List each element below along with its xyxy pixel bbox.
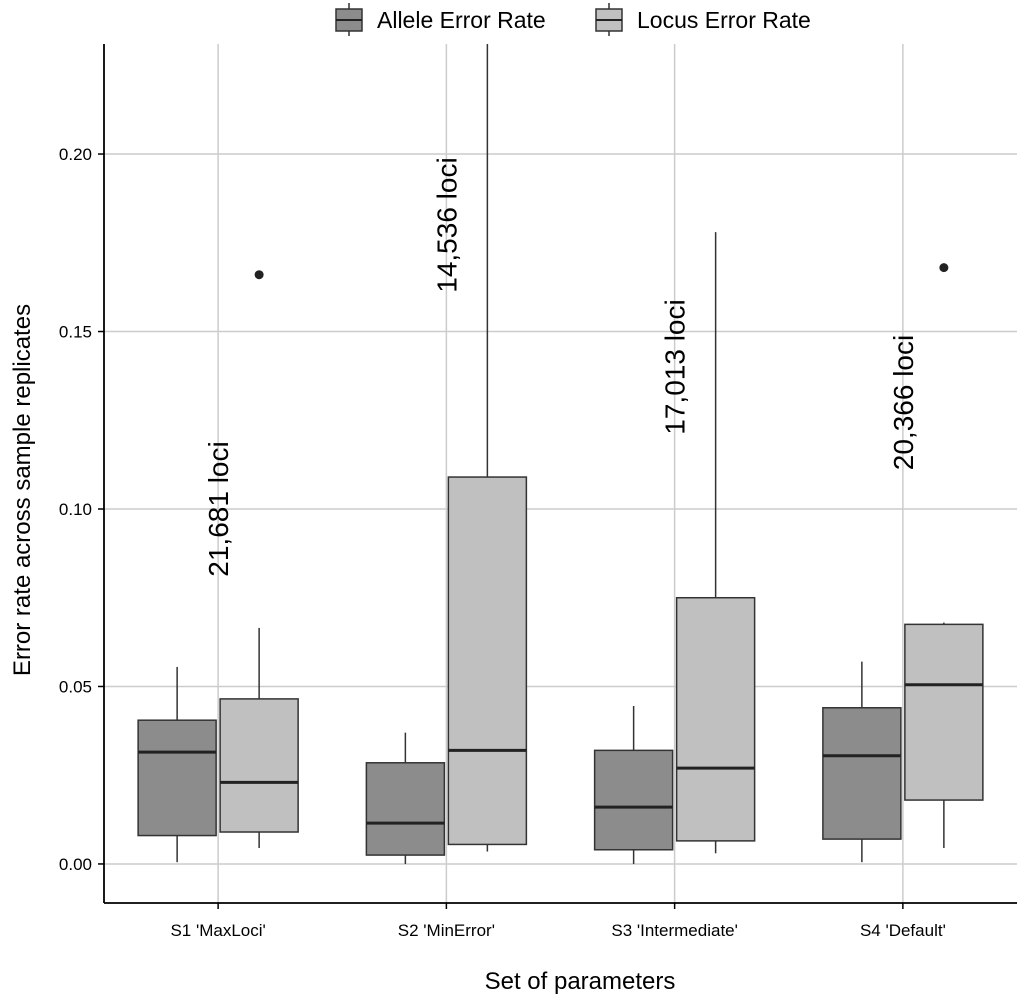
outlier-point-0: [939, 263, 949, 273]
y-tick-label-4: 0.20: [59, 145, 92, 164]
legend: Allele Error Rate Locus Error Rate: [335, 3, 811, 36]
box-body: [822, 707, 902, 840]
y-axis-title: Error rate across sample replicates: [9, 304, 36, 676]
box-body: [219, 698, 299, 833]
box-series: [137, 44, 984, 864]
box-body: [675, 596, 756, 842]
x-tick-label-3: S4 'Default': [860, 921, 946, 940]
box-0-2: [593, 705, 674, 864]
outlier-point-0: [254, 270, 264, 280]
loci-annotation-0: 21,681 loci: [203, 441, 234, 576]
box-body: [904, 623, 984, 801]
box-1-0: [219, 270, 299, 848]
box-1-1: [447, 44, 528, 852]
x-axis-title: Set of parameters: [485, 968, 676, 995]
x-tick-label-2: S3 'Intermediate': [611, 921, 738, 940]
box-body: [365, 762, 446, 856]
box-1-2: [675, 232, 756, 854]
loci-annotation-3: 20,366 loci: [888, 335, 919, 470]
grid-lines: [104, 44, 1017, 903]
x-tick-label-1: S2 'MinError': [398, 921, 495, 940]
loci-annotation-1: 14,536 loci: [431, 157, 462, 292]
box-body: [593, 749, 674, 851]
legend-item-0: Allele Error Rate: [335, 3, 546, 36]
y-tick-label-3: 0.15: [59, 323, 92, 342]
y-tick-label-2: 0.10: [59, 500, 92, 519]
loci-annotation-2: 17,013 loci: [660, 299, 691, 434]
axes: 0.00 0.05 0.10 0.15 0.20 S1 'MaxLoci' S2 'MinE…: [59, 44, 1017, 940]
legend-label: Allele Error Rate: [377, 7, 546, 33]
box-body: [137, 719, 217, 837]
loci-annotations: 21,681 loci 14,536 loci 17,013 loci 20,366 …: [203, 157, 919, 576]
legend-item-1: Locus Error Rate: [595, 3, 811, 36]
x-tick-label-0: S1 'MaxLoci': [170, 921, 265, 940]
box-0-0: [137, 666, 217, 863]
y-tick-label-0: 0.00: [59, 855, 92, 874]
box-body: [447, 476, 528, 846]
legend-label: Locus Error Rate: [637, 7, 811, 33]
box-0-1: [365, 732, 446, 864]
box-0-3: [822, 661, 902, 863]
box-1-3: [904, 263, 984, 848]
y-tick-label-1: 0.05: [59, 677, 92, 696]
